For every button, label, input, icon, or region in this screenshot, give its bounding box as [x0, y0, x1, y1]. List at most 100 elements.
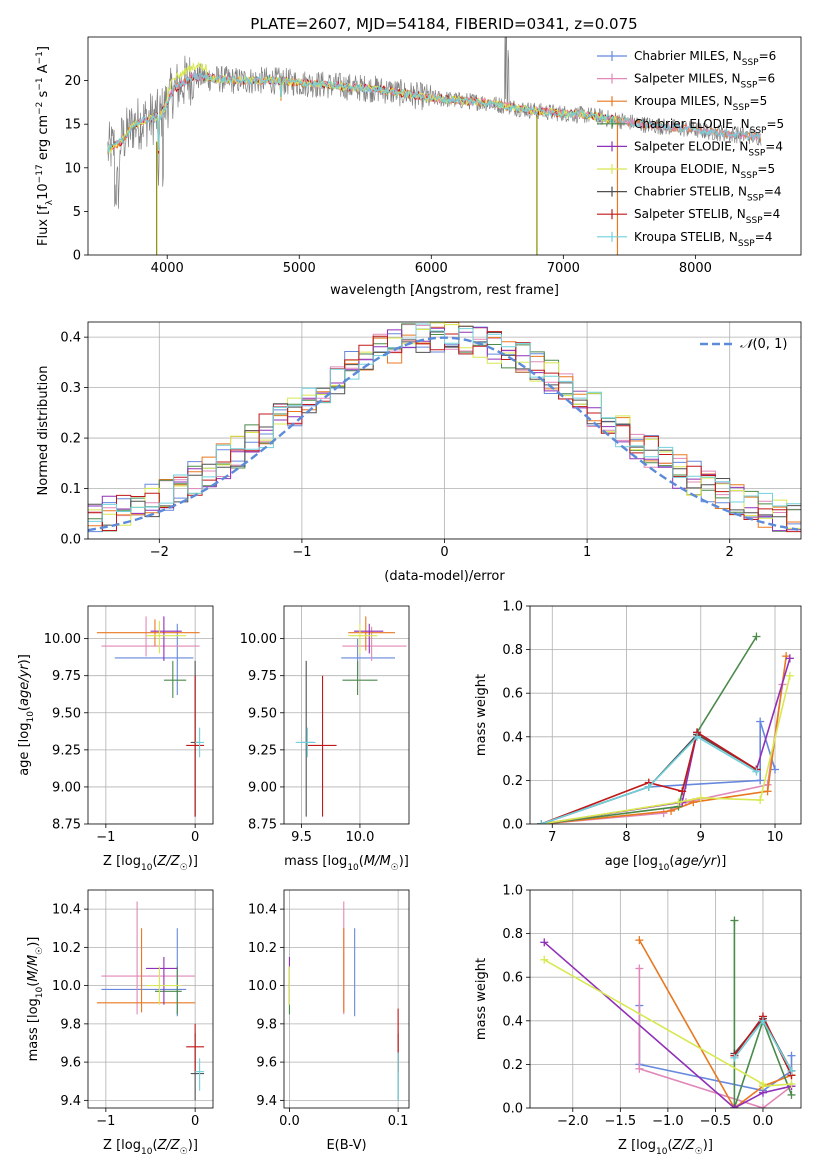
- label-part: erg cm: [36, 115, 51, 164]
- plus-marker: [787, 1051, 796, 1060]
- y-tick-label: 10.2: [52, 941, 81, 956]
- y-axis-label: mass [log10(M/M☉)]: [26, 937, 45, 1062]
- label-part: ☉: [180, 863, 188, 873]
- x-tick-label: 8000: [679, 261, 712, 276]
- errorbar-point: [163, 660, 187, 698]
- y-tick-label: 9.00: [52, 780, 81, 795]
- label-part: =5: [766, 117, 784, 131]
- x-tick-label: 0.1: [388, 1114, 409, 1129]
- x-tick-label: 1: [583, 545, 591, 560]
- label-part: mass [log: [284, 854, 347, 869]
- label-part: 10: [656, 1147, 668, 1157]
- plus-marker: [752, 632, 761, 641]
- label-part: age/yr: [17, 663, 32, 706]
- label-part: SSP: [746, 216, 763, 226]
- y-tick-label: 10.2: [248, 941, 277, 956]
- plus-marker: [540, 938, 549, 947]
- label-part: −1: [35, 51, 45, 64]
- legend-item: Chabrier ELODIE, NSSP=5: [597, 117, 784, 136]
- panel-mass-vs-EBV: 0.0 0.1 9.4 9.6 9.8 10.0 10.2 10.4 E(B-V): [248, 889, 410, 1153]
- residual-histogram: [88, 322, 801, 529]
- label-part: =4: [755, 230, 773, 244]
- x-tick-label: 6000: [415, 261, 448, 276]
- plus-marker: [730, 1053, 739, 1062]
- plus-marker: [771, 765, 780, 774]
- model-spectrum: [107, 72, 761, 154]
- x-axis-label: age [log10(age/yr)]: [605, 854, 727, 873]
- label-part: −2: [35, 102, 45, 115]
- legend-label: Kroupa STELIB, NSSP=4: [634, 230, 772, 249]
- legend-item: Chabrier MILES, NSSP=6: [597, 49, 776, 68]
- label-part: )]: [26, 937, 41, 947]
- label-part: Flux [f: [36, 205, 51, 246]
- legend-item: Salpeter STELIB, NSSP=4: [597, 207, 780, 226]
- label-part: age [log: [17, 723, 32, 776]
- legend-label: 𝒩(0, 1): [740, 337, 787, 352]
- x-tick-label: −1.5: [605, 1114, 637, 1129]
- y-tick-label: 9.8: [256, 1017, 277, 1032]
- y-tick-label: 9.00: [248, 780, 277, 795]
- y-tick-label: 10.00: [44, 632, 81, 647]
- x-tick-label: 0.0: [279, 1114, 300, 1129]
- label-part: M/M: [26, 955, 41, 982]
- label-part: 10: [35, 986, 45, 998]
- plus-marker: [693, 732, 702, 741]
- label-part: A: [36, 64, 51, 77]
- plot-area: [107, 37, 762, 255]
- axes-frame: [283, 605, 410, 825]
- legend-label: Chabrier ELODIE, NSSP=5: [634, 117, 784, 136]
- axes-frame: [283, 889, 410, 1109]
- panel-spectrum: 4000 5000 6000 7000 8000 0 5 10 15 20 wavelength […: [35, 36, 802, 298]
- label-part: (: [152, 1138, 157, 1153]
- y-tick-label: 0.2: [502, 1058, 523, 1073]
- legend-item: Salpeter ELODIE, NSSP=4: [597, 139, 783, 158]
- plus-marker: [674, 798, 683, 807]
- y-tick-label: 9.25: [52, 743, 81, 758]
- errorbar-point: [186, 675, 205, 817]
- y-tick-label: 10.0: [52, 979, 81, 994]
- x-tick-label: 4000: [151, 261, 184, 276]
- y-tick-label: 9.4: [256, 1094, 277, 1109]
- y-tick-label: 1.0: [502, 600, 523, 615]
- errorbar-point: [101, 901, 196, 1015]
- x-tick-label: 0.0: [753, 1114, 774, 1129]
- axes-frame: [529, 889, 802, 1109]
- legend-item: Kroupa MILES, NSSP=5: [597, 94, 767, 113]
- legend-label: Kroupa ELODIE, NSSP=5: [634, 162, 775, 181]
- label-part: Z/Z: [157, 1138, 181, 1153]
- plus-marker: [785, 654, 794, 663]
- y-axis-label: mass weight: [474, 674, 489, 756]
- label-part: SSP: [741, 81, 758, 91]
- legend-label: Chabrier MILES, NSSP=6: [634, 49, 776, 68]
- x-tick-label: 7000: [547, 261, 580, 276]
- plus-marker: [696, 793, 705, 802]
- legend-item: 𝒩(0, 1): [700, 337, 787, 352]
- errorbar-point: [195, 1058, 205, 1091]
- y-tick-label: 9.75: [52, 669, 81, 684]
- label-part: SSP: [747, 194, 764, 204]
- label-part: Z [log: [103, 854, 141, 869]
- y-tick-label: 0.0: [502, 1102, 523, 1117]
- x-axis-label: (data-model)/error: [384, 569, 505, 584]
- plot-area: [530, 890, 801, 1108]
- label-part: )]: [399, 854, 409, 869]
- y-tick-label: 0.4: [502, 1014, 523, 1029]
- plus-marker: [635, 964, 644, 973]
- label-part: age [log: [605, 854, 658, 869]
- label-part: )]: [17, 654, 32, 664]
- label-part: ☉: [180, 1147, 188, 1157]
- label-part: 10: [347, 863, 359, 873]
- label-part: =4: [763, 207, 781, 221]
- errorbar-point: [342, 626, 407, 661]
- x-axis-label: Z [log10(Z/Z☉)]: [103, 854, 198, 873]
- errorbar-point: [348, 623, 378, 654]
- y-tick-label: 9.6: [60, 1056, 81, 1071]
- label-part: ☉: [35, 947, 45, 955]
- y-tick-label: 10.4: [52, 903, 81, 918]
- model-spectrum: [107, 72, 762, 152]
- x-tick-label: −2: [150, 545, 169, 560]
- mass-weight-line: [733, 920, 793, 1108]
- label-part: mass [log: [26, 998, 41, 1061]
- label-part: Kroupa STELIB, N: [634, 230, 738, 244]
